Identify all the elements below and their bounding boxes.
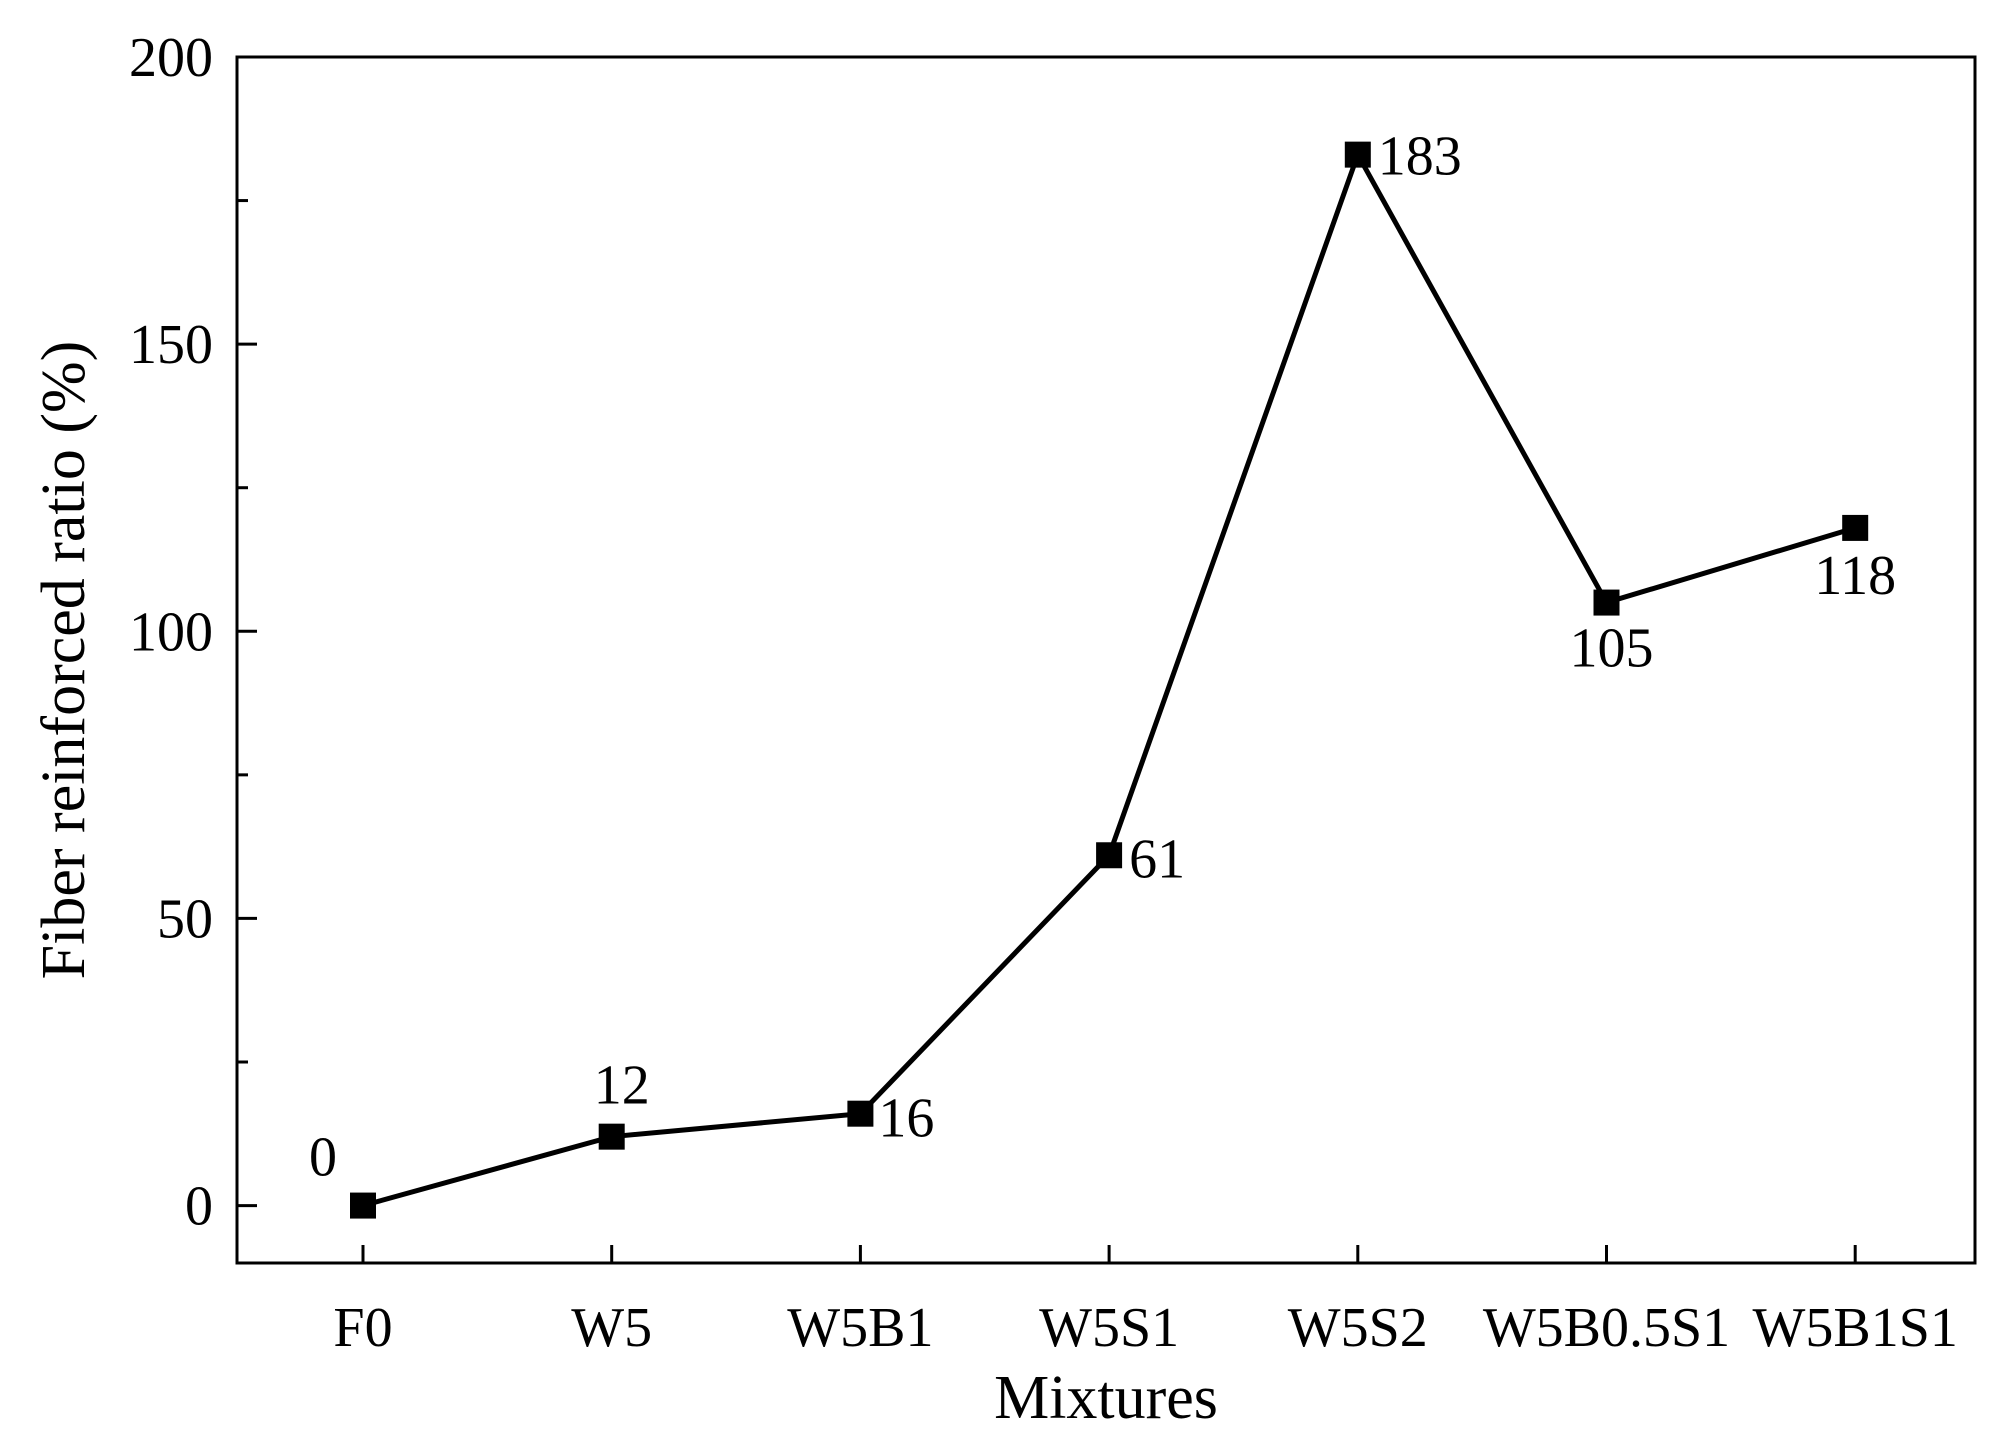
y-axis-title: Fiber reinforced ratio (%) [30,341,98,980]
data-label: 16 [878,1088,934,1150]
x-tick-label: W5B0.5S1 [1483,1297,1730,1359]
x-tick-label: F0 [333,1297,392,1359]
series-markers [350,141,1869,1219]
x-tick-label: W5S1 [1039,1297,1179,1359]
x-tick-label: W5S2 [1288,1297,1428,1359]
data-label: 183 [1378,126,1462,188]
data-point [1344,141,1371,168]
y-tick-label: 0 [185,1176,213,1238]
data-point [598,1123,625,1150]
data-label: 118 [1814,545,1896,607]
y-axis-ticks: 0 50 100 150 200 [129,27,257,1238]
data-label: 105 [1570,618,1654,680]
x-axis-title: Mixtures [994,1364,1218,1430]
y-tick-label: 150 [129,314,213,376]
data-labels: 0 12 16 61 183 105 118 [309,126,1896,1189]
y-tick-label: 50 [157,888,213,950]
data-point [1096,842,1123,869]
x-tick-label: W5 [571,1297,652,1359]
x-axis-ticks: F0 W5 W5B1 W5S1 W5S2 W5B0.5S1 W5B1S1 [333,1245,1958,1359]
data-label: 61 [1129,828,1185,890]
data-label: 12 [594,1055,650,1117]
x-tick-label: W5B1S1 [1753,1297,1958,1359]
data-point [350,1192,376,1219]
data-point [1593,589,1620,616]
y-tick-label: 100 [129,601,213,663]
data-label: 0 [309,1127,337,1189]
series-line [362,148,1856,1208]
x-tick-label: W5B1 [787,1297,933,1359]
y-tick-label: 200 [129,27,213,89]
plot-frame [235,55,1977,1265]
data-point [1842,514,1869,541]
data-point [847,1100,874,1127]
